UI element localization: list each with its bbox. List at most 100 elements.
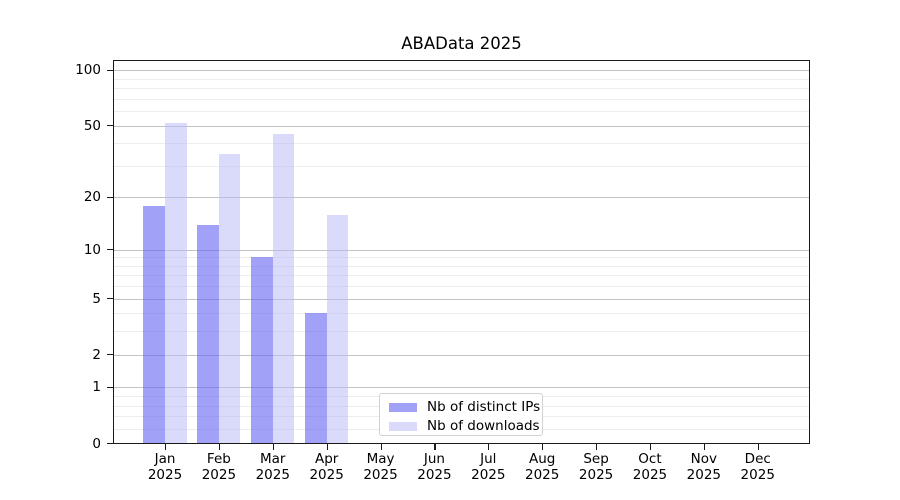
x-tick-label-jan: Jan 2025 <box>136 451 194 483</box>
x-tick-feb <box>218 444 221 450</box>
gridline-minor-80 <box>114 88 809 90</box>
x-tick-month: May <box>366 451 395 467</box>
x-tick-jun <box>434 444 436 450</box>
y-tick-1 <box>107 386 113 389</box>
x-tick-month: Jul <box>480 451 497 467</box>
gridline-major-50 <box>114 125 809 127</box>
gridline-minor-9 <box>114 257 809 259</box>
y-tick-100 <box>107 69 113 72</box>
y-tick-10 <box>107 249 113 251</box>
x-tick-apr <box>326 444 328 450</box>
x-tick-label-aug: Aug 2025 <box>513 451 571 483</box>
x-tick-label-may: May 2025 <box>352 451 410 483</box>
x-tick-month: Feb <box>206 451 231 467</box>
x-tick-jan <box>165 444 167 450</box>
x-tick-year: 2025 <box>417 466 452 483</box>
legend-item-downloads: Nb of downloads <box>389 418 542 434</box>
bar-jan-downloads <box>165 122 187 444</box>
x-tick-may <box>380 444 382 450</box>
y-tick-label-10: 10 <box>83 241 101 258</box>
x-tick-label-feb: Feb 2025 <box>190 451 248 483</box>
bar-apr-downloads <box>326 214 349 444</box>
x-tick-label-apr: Apr 2025 <box>298 451 356 483</box>
x-tick-year: 2025 <box>632 466 668 483</box>
gridline-major-20 <box>114 197 809 199</box>
x-tick-year: 2025 <box>578 466 614 483</box>
y-tick-label-100: 100 <box>75 62 101 79</box>
gridline-minor-40 <box>114 143 809 145</box>
x-tick-year: 2025 <box>686 466 722 483</box>
x-tick-sep <box>596 444 598 450</box>
x-tick-nov <box>703 444 706 450</box>
x-tick-month: Jan <box>154 451 176 467</box>
y-tick-5 <box>107 298 113 300</box>
bar-feb-distinct-ips <box>197 224 219 444</box>
x-tick-label-nov: Nov 2025 <box>675 451 733 483</box>
y-tick-0 <box>107 443 113 445</box>
y-tick-label-1: 1 <box>92 379 101 396</box>
x-tick-year: 2025 <box>201 466 237 483</box>
gridline-minor-3 <box>114 331 809 333</box>
legend-label-distinct-ips: Nb of distinct IPs <box>427 399 541 415</box>
gridline-minor-70 <box>114 98 809 100</box>
legend: Nb of distinct IPs Nb of downloads <box>379 393 543 436</box>
x-tick-month: Apr <box>314 451 339 467</box>
gridline-minor-60 <box>114 111 809 113</box>
x-tick-month: Mar <box>260 451 286 467</box>
x-tick-year: 2025 <box>740 466 775 483</box>
x-tick-year: 2025 <box>309 466 344 483</box>
legend-swatch-downloads <box>389 421 417 431</box>
y-tick-label-50: 50 <box>83 117 101 134</box>
x-tick-label-oct: Oct 2025 <box>621 451 679 483</box>
gridline-minor-4 <box>114 313 809 315</box>
x-tick-dec <box>757 444 759 450</box>
x-tick-month: Jun <box>423 451 445 467</box>
legend-item-distinct-ips: Nb of distinct IPs <box>389 399 542 415</box>
x-tick-month: Aug <box>529 451 556 467</box>
x-tick-aug <box>542 444 544 450</box>
gridline-major-100 <box>114 70 809 72</box>
x-tick-month: Oct <box>638 451 662 467</box>
x-tick-jul <box>488 444 490 450</box>
bar-mar-downloads <box>272 134 295 444</box>
x-tick-year: 2025 <box>363 466 398 483</box>
x-tick-year: 2025 <box>147 466 183 483</box>
gridline-minor-90 <box>114 78 809 80</box>
x-tick-label-mar: Mar 2025 <box>244 451 302 483</box>
gridline-minor-8 <box>114 265 809 267</box>
x-tick-year: 2025 <box>255 466 290 483</box>
x-tick-label-dec: Dec 2025 <box>729 451 787 483</box>
y-tick-label-2: 2 <box>92 346 101 363</box>
gridline-major-5 <box>114 298 809 300</box>
y-tick-50 <box>107 125 113 127</box>
y-tick-label-0: 0 <box>92 435 101 452</box>
gridline-minor-7 <box>114 275 809 277</box>
x-tick-year: 2025 <box>471 466 506 483</box>
x-tick-month: Nov <box>690 451 718 467</box>
y-tick-20 <box>107 196 113 199</box>
legend-swatch-distinct-ips <box>389 402 417 412</box>
gridline-major-2 <box>114 354 809 356</box>
x-tick-oct <box>649 444 652 450</box>
y-tick-2 <box>107 354 113 356</box>
x-tick-label-sep: Sep 2025 <box>567 451 625 483</box>
y-tick-label-5: 5 <box>92 290 101 307</box>
x-tick-mar <box>272 444 274 450</box>
x-tick-month: Dec <box>744 451 771 467</box>
gridline-minor-30 <box>114 165 809 167</box>
gridline-major-10 <box>114 249 809 251</box>
gridline-major-1 <box>114 387 809 389</box>
x-tick-month: Sep <box>583 451 609 467</box>
legend-label-downloads: Nb of downloads <box>427 418 540 434</box>
x-tick-label-jul: Jul 2025 <box>459 451 517 483</box>
gridline-minor-6 <box>114 286 809 288</box>
x-tick-label-jun: Jun 2025 <box>405 451 463 483</box>
bar-feb-downloads <box>218 153 241 444</box>
y-tick-label-20: 20 <box>83 189 101 206</box>
chart-title: ABAData 2025 <box>401 34 522 53</box>
bar-apr-distinct-ips <box>305 313 327 444</box>
x-tick-year: 2025 <box>525 466 560 483</box>
bar-mar-distinct-ips <box>251 257 273 444</box>
bar-jan-distinct-ips <box>143 205 165 444</box>
